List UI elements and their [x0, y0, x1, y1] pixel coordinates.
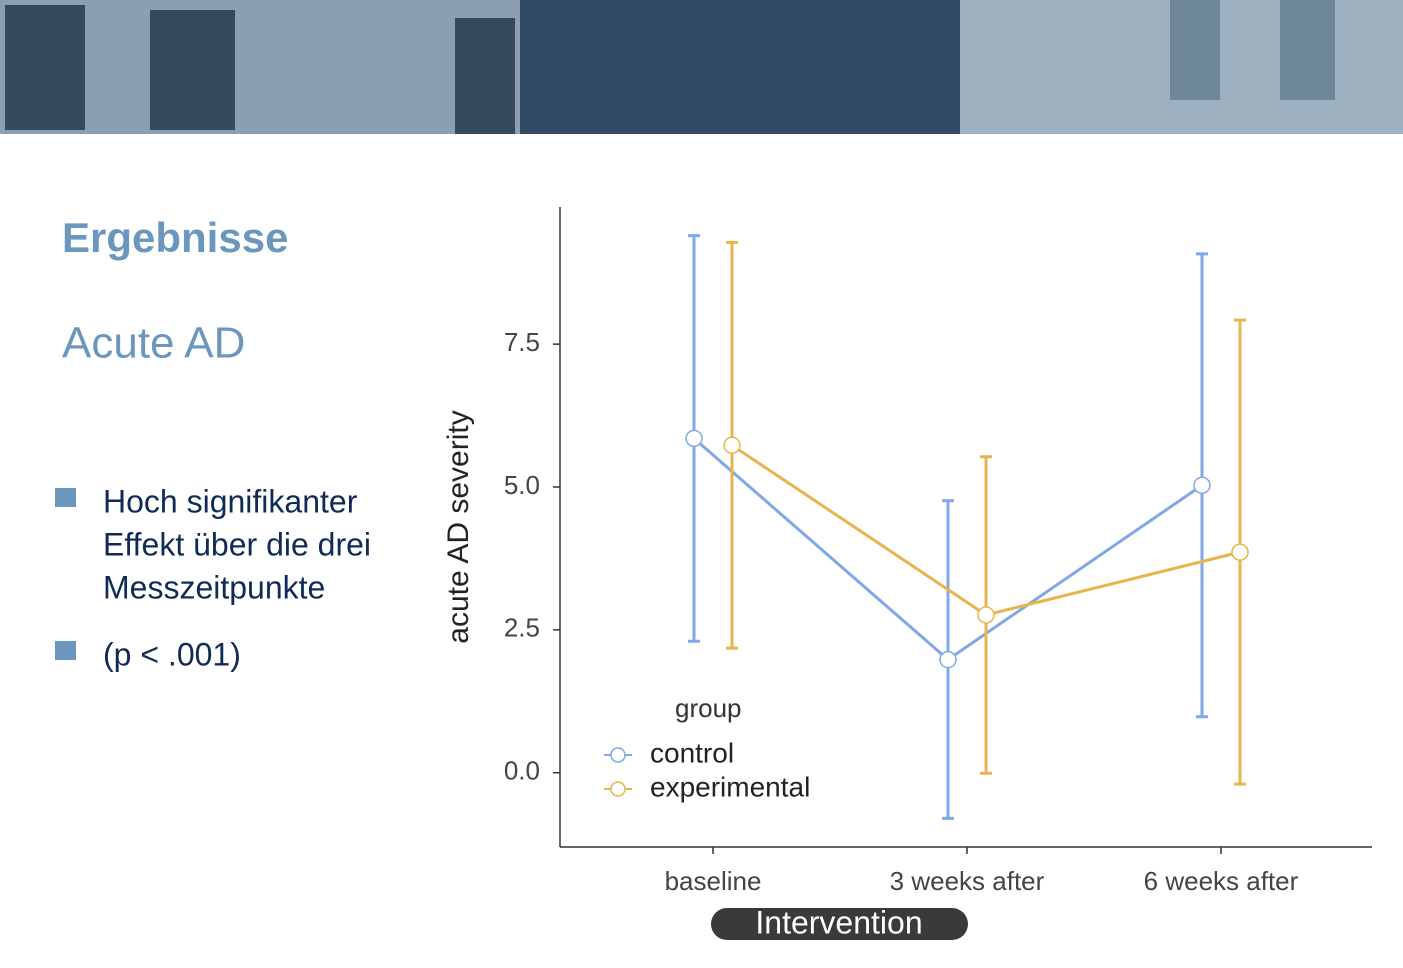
data-point: [1231, 543, 1249, 561]
legend-label: experimental: [650, 771, 810, 802]
x-tick-label: 3 weeks after: [890, 866, 1045, 896]
data-point: [977, 606, 995, 624]
legend-label: control: [650, 737, 734, 768]
bullet-text: Effekt über die drei: [103, 526, 371, 562]
x-tick-label: baseline: [665, 866, 762, 896]
badge: [711, 908, 968, 940]
bullet-marker: [55, 488, 76, 507]
data-point: [723, 436, 741, 455]
legend-marker: [610, 781, 626, 797]
bullet-marker: [55, 641, 76, 660]
y-tick-label: 2.5: [504, 613, 540, 643]
bullet-text: Messzeitpunkte: [103, 569, 325, 605]
slide-title: Ergebnisse: [62, 214, 288, 261]
data-point: [1193, 476, 1211, 495]
slide-subtitle: Acute AD: [62, 319, 245, 368]
y-tick-label: 0.0: [504, 756, 540, 786]
bullet-text: (p < .001): [103, 636, 241, 672]
y-tick-label: 5.0: [504, 470, 540, 500]
legend-title: group: [675, 693, 742, 723]
bullet-text: Hoch signifikanter: [103, 483, 358, 519]
data-point: [685, 429, 703, 448]
y-tick-label: 7.5: [504, 327, 540, 357]
header-image: [0, 0, 1403, 134]
data-point: [939, 650, 957, 669]
legend-marker: [610, 747, 626, 763]
y-axis-label: acute AD severity: [442, 410, 475, 643]
badge-text: Intervention: [755, 904, 922, 940]
x-tick-label: 6 weeks after: [1144, 866, 1299, 896]
